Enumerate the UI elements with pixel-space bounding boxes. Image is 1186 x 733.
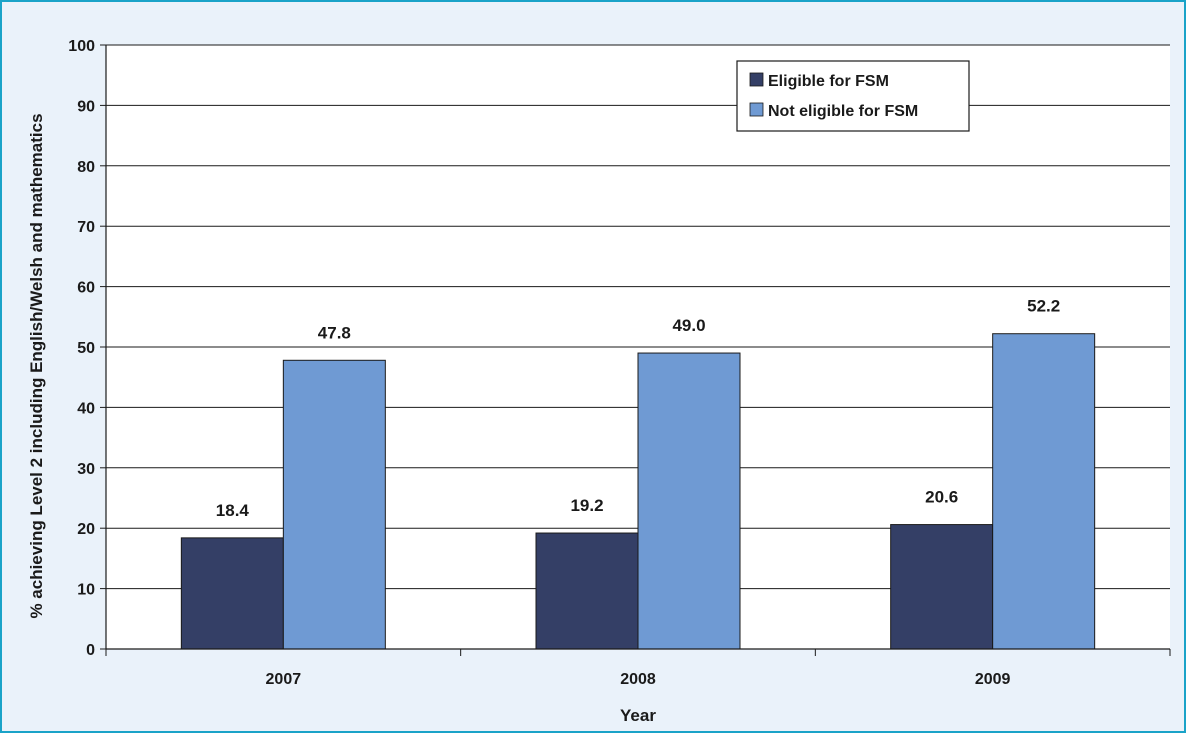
data-label: 18.4 bbox=[216, 501, 250, 520]
bar-eligible-2007 bbox=[180, 537, 284, 650]
y-tick-label: 90 bbox=[77, 98, 95, 115]
bars bbox=[180, 333, 1096, 650]
legend-swatch-not-eligible bbox=[749, 102, 764, 117]
legend-swatch-eligible bbox=[749, 72, 764, 87]
legend: Eligible for FSM Not eligible for FSM bbox=[736, 60, 970, 132]
y-tick-label: 20 bbox=[77, 521, 95, 538]
x-tick-label: 2007 bbox=[266, 671, 302, 688]
legend-box bbox=[736, 60, 970, 132]
x-tick-label: 2008 bbox=[620, 671, 656, 688]
y-tick-label: 60 bbox=[77, 280, 95, 297]
data-labels: 18.4 47.8 19.2 49.0 20.6 52.2 bbox=[216, 297, 1060, 520]
data-label: 47.8 bbox=[318, 323, 351, 342]
legend-label: Eligible for FSM bbox=[768, 73, 889, 90]
data-label: 19.2 bbox=[570, 496, 603, 515]
x-axis-ticks: 2007 2008 2009 bbox=[105, 649, 1171, 688]
data-label: 52.2 bbox=[1027, 297, 1060, 316]
y-axis-title: % achieving Level 2 including English/We… bbox=[27, 113, 46, 618]
y-tick-label: 30 bbox=[77, 461, 95, 478]
legend-label: Not eligible for FSM bbox=[768, 103, 918, 120]
data-label: 49.0 bbox=[672, 316, 705, 335]
y-tick-label: 50 bbox=[77, 340, 95, 357]
y-tick-label: 0 bbox=[86, 642, 95, 659]
y-tick-label: 10 bbox=[77, 582, 95, 599]
bar-not-eligible-2009 bbox=[992, 333, 1096, 650]
bar-not-eligible-2008 bbox=[637, 352, 741, 650]
bar-eligible-2009 bbox=[890, 524, 994, 650]
y-tick-label: 70 bbox=[77, 219, 95, 236]
y-axis-ticks: 0 10 20 30 40 50 60 70 80 90 100 bbox=[68, 38, 106, 659]
axes bbox=[105, 45, 1170, 650]
bar-eligible-2008 bbox=[535, 532, 639, 650]
x-tick-label: 2009 bbox=[975, 671, 1011, 688]
y-tick-label: 100 bbox=[68, 38, 95, 55]
x-axis-title: Year bbox=[620, 706, 656, 725]
bar-not-eligible-2007 bbox=[282, 359, 386, 650]
y-tick-label: 40 bbox=[77, 400, 95, 417]
y-tick-label: 80 bbox=[77, 159, 95, 176]
data-label: 20.6 bbox=[925, 488, 958, 507]
